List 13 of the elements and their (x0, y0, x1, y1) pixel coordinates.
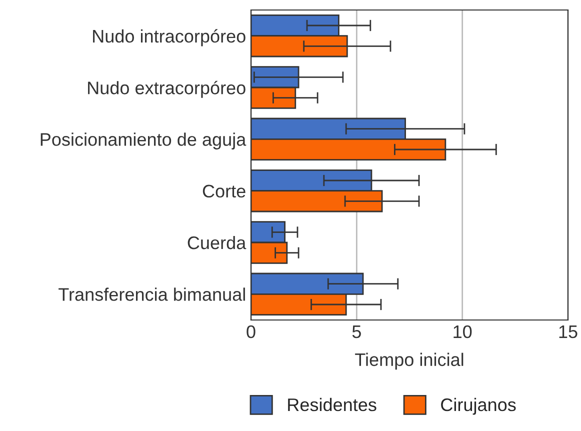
x-tick-label: 0 (246, 325, 256, 338)
y-tick-label: Transferencia bimanual (58, 288, 245, 301)
y-tick-label: Cuerda (188, 236, 246, 250)
x-tick-label: 5 (352, 326, 361, 338)
y-tick-label: Corte (202, 184, 246, 198)
legend-label: Residentes (288, 398, 376, 412)
x-tick-label: 10 (454, 325, 472, 338)
x-axis-title: Tiempo inicial (355, 352, 464, 370)
y-tick-label: Posicionamiento de aguja (40, 132, 246, 150)
y-tick-label: Nudo extracorpóreo (88, 80, 246, 98)
legend-label: Cirujanos (441, 398, 516, 415)
y-tick-label: Nudo intracorpóreo (93, 29, 246, 46)
x-tick-label: 15 (559, 326, 578, 338)
